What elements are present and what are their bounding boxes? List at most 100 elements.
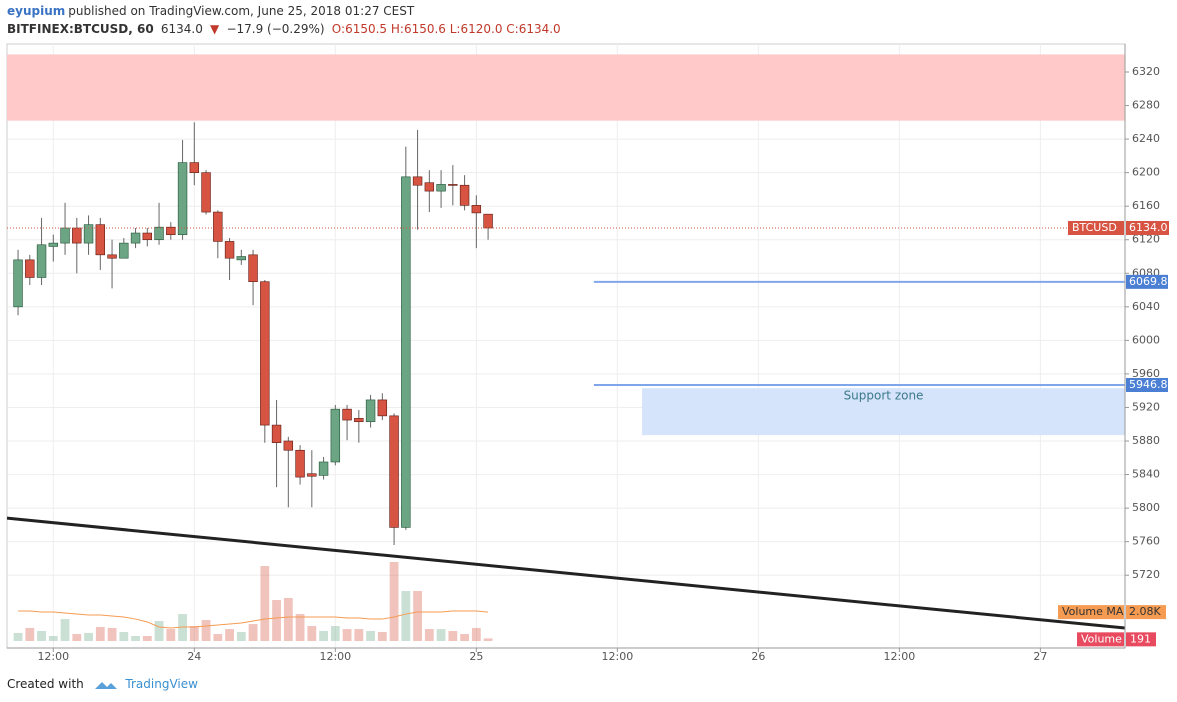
candle-body	[201, 172, 211, 213]
volume-bar	[283, 597, 293, 641]
candle-body	[459, 184, 470, 206]
author[interactable]: eyupium	[7, 4, 66, 18]
candle-body	[307, 473, 317, 477]
candle-body	[448, 184, 458, 186]
y-tick-label: 5840	[1132, 468, 1160, 481]
candle-body	[130, 232, 141, 244]
candle-body	[236, 256, 247, 261]
zone	[642, 388, 1125, 436]
x-tick-label: 25	[469, 650, 483, 663]
price: 6134.0	[160, 22, 203, 36]
volume-bar	[366, 631, 375, 641]
candle-body	[189, 162, 200, 173]
zone	[7, 54, 1125, 121]
volume-bar	[48, 636, 58, 641]
footer: Created with TradingView	[7, 677, 198, 691]
candle-body	[389, 415, 399, 528]
y-tick-label: 5800	[1132, 501, 1160, 514]
ma-value: 2.08K	[1129, 605, 1161, 618]
published: published on TradingView.com, June 25, 2…	[68, 4, 415, 18]
symbol-line: BITFINEX:BTCUSD, 60 6134.0 ▼ −17.9 (−0.2…	[7, 22, 564, 36]
symbol: BITFINEX:BTCUSD, 60	[7, 22, 154, 36]
candle-body	[330, 408, 341, 463]
volume-bar	[166, 629, 176, 641]
candle-body	[248, 254, 258, 282]
created-with: Created with	[7, 677, 84, 691]
candle-body	[119, 242, 129, 259]
price-label: 6134.0	[1129, 221, 1168, 234]
volume-value: 191	[1130, 632, 1151, 645]
y-tick-label: 6000	[1132, 333, 1160, 346]
plot	[7, 44, 1125, 648]
y-tick-label: 6200	[1132, 166, 1160, 179]
candle-body	[283, 440, 294, 451]
brand[interactable]: TradingView	[125, 677, 198, 691]
y-tick-label: 6280	[1132, 99, 1160, 112]
candle-body	[401, 176, 411, 528]
volume-bar	[142, 636, 152, 641]
candle-body	[166, 226, 176, 236]
candle-body	[83, 224, 94, 244]
volume-bar	[471, 627, 481, 641]
volume-bar	[389, 561, 399, 641]
candle-body	[213, 211, 223, 242]
volume-bar	[424, 629, 434, 641]
ma-tag	[1058, 605, 1124, 620]
x-tick-label: 12:00	[37, 650, 69, 663]
y-tick-label: 6320	[1132, 65, 1160, 78]
volume-bar	[272, 600, 281, 641]
x-tick-label: 27	[1033, 650, 1047, 663]
candle-body	[260, 281, 270, 426]
volume-bar	[260, 566, 270, 641]
volume-bar	[119, 631, 129, 641]
candle-body	[154, 226, 164, 241]
candle-body	[72, 227, 82, 244]
candle-body	[271, 424, 282, 443]
candle-body	[48, 242, 59, 247]
candle-body	[412, 176, 423, 186]
volume-bar	[225, 629, 234, 641]
volume-bar	[319, 631, 328, 641]
candle-body	[60, 227, 70, 244]
volume-ma	[18, 610, 489, 629]
volume-bar	[377, 631, 387, 641]
x-tick-label: 12:00	[884, 650, 916, 663]
volume-bar	[37, 631, 46, 641]
y-tick-label: 5720	[1132, 568, 1160, 581]
x-tick-label: 26	[751, 650, 765, 663]
price-tag	[1126, 221, 1169, 236]
volume-tag	[1077, 632, 1124, 647]
candle-body	[365, 399, 376, 423]
volume-bar	[95, 626, 105, 641]
candle-body	[142, 232, 153, 241]
candle-body	[483, 213, 493, 229]
volume-bar	[131, 636, 140, 641]
level-label: 5946.8	[1129, 378, 1168, 391]
volume-bar	[436, 629, 446, 641]
y-tick-label: 5920	[1132, 400, 1160, 413]
y-tick-label: 6040	[1132, 300, 1160, 313]
candle-body	[377, 399, 388, 417]
level-label: 6069.8	[1129, 275, 1168, 288]
volume-bar	[60, 619, 70, 641]
zone-label: Support zone	[844, 389, 924, 403]
volume-bar	[401, 591, 411, 641]
candle-body	[342, 408, 352, 421]
volume-bar	[483, 638, 493, 641]
candle-body	[177, 162, 188, 236]
volume-bar	[84, 632, 93, 641]
ma-value-tag	[1126, 605, 1166, 620]
logo	[94, 681, 117, 689]
volume-bar	[248, 624, 258, 641]
x-tick-label: 12:00	[602, 650, 634, 663]
volume-bar	[178, 614, 187, 641]
y-tick-label: 5960	[1132, 367, 1160, 380]
volume-bar	[342, 629, 352, 641]
volume-name: Volume	[1081, 632, 1122, 645]
volume-bar	[236, 631, 246, 641]
volume-bar	[154, 621, 164, 641]
volume-bar	[307, 626, 317, 641]
y-tick-label: 6120	[1132, 233, 1160, 246]
volume-bar	[354, 629, 364, 641]
volume-bar	[201, 620, 211, 641]
